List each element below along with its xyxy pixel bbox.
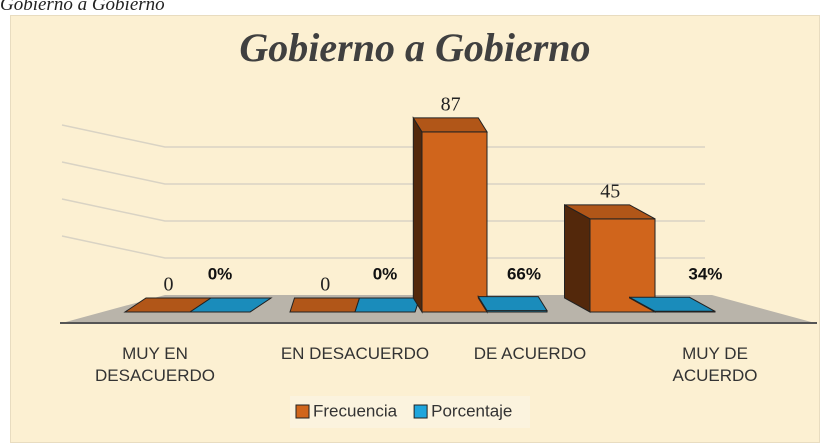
bar xyxy=(564,204,656,313)
legend-swatch xyxy=(413,404,428,419)
legend-box xyxy=(290,396,530,428)
x-tick-label: MUY EN DESACUERDO xyxy=(95,344,215,385)
bar xyxy=(289,297,361,313)
legend-label: Porcentaje xyxy=(431,401,512,420)
x-tick-label: EN DESACUERDO xyxy=(280,344,430,363)
value-label: 0% xyxy=(208,264,233,283)
value-label: 0 xyxy=(320,274,330,296)
chart-title: Gobierno a Gobierno xyxy=(239,25,590,70)
legend-label: Frecuencia xyxy=(313,401,398,420)
value-label: 45 xyxy=(600,180,620,202)
value-label: 66% xyxy=(507,264,541,283)
value-label: 34% xyxy=(688,264,722,283)
bar xyxy=(477,294,548,314)
x-tick-label: MUY DE ACUERDO xyxy=(672,344,758,385)
legend-swatch xyxy=(295,404,310,419)
grid-line xyxy=(61,124,705,148)
value-label: 87 xyxy=(441,94,461,116)
grid-line xyxy=(61,198,705,222)
value-label: 0 xyxy=(164,274,174,296)
caption: Gobierno a Gobierno xyxy=(0,0,165,15)
bar xyxy=(354,297,421,313)
grid-line xyxy=(61,235,705,259)
value-label: 0% xyxy=(373,264,398,283)
bar xyxy=(629,296,716,313)
x-tick-label: DE ACUERDO xyxy=(473,344,587,363)
bar xyxy=(188,297,273,313)
bar xyxy=(412,116,488,314)
grid-line xyxy=(61,161,705,185)
